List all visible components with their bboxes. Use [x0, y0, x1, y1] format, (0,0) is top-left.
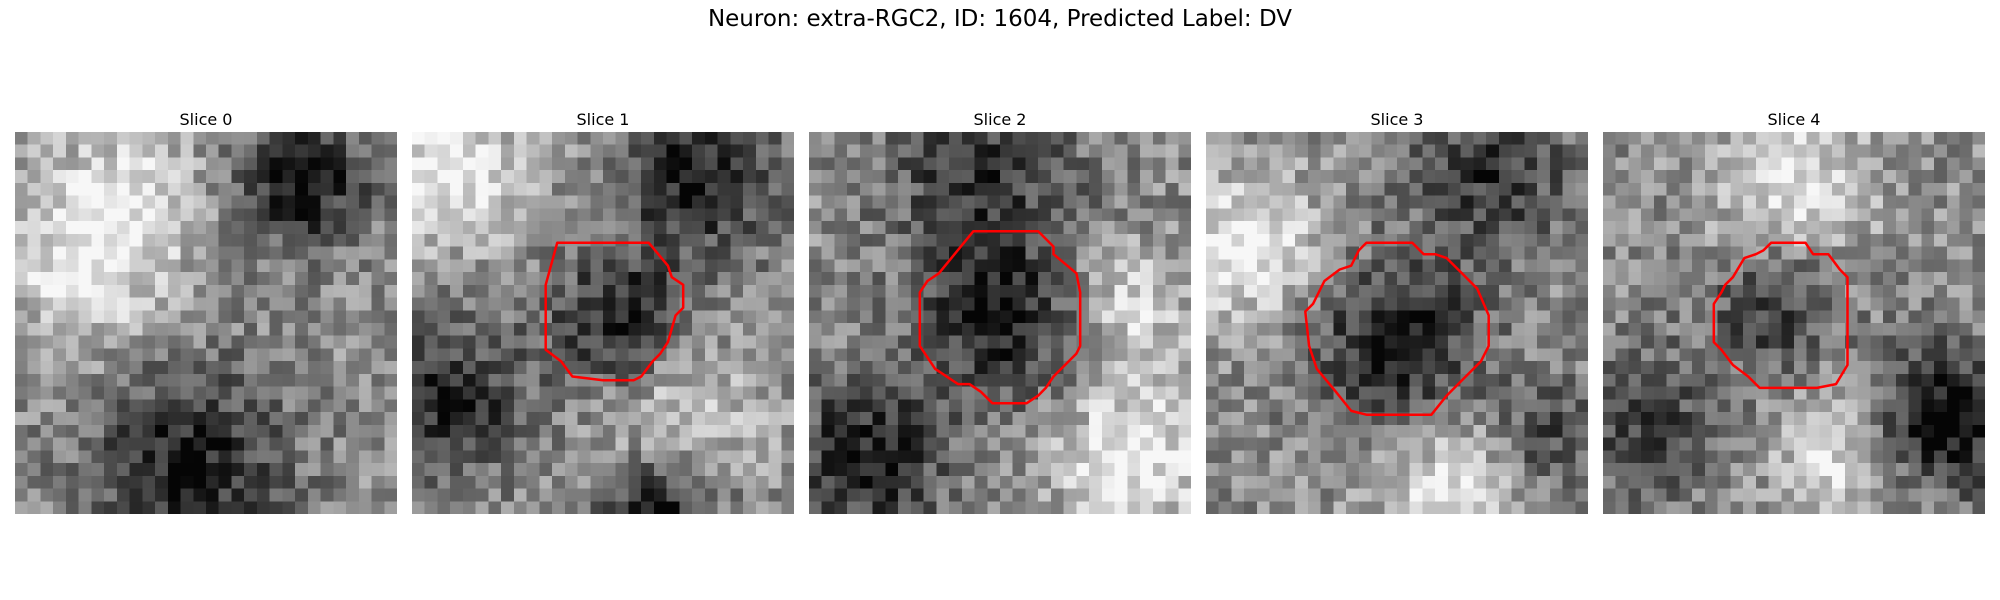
- grayscale-pixels: [809, 132, 1191, 514]
- grayscale-pixels: [15, 132, 397, 514]
- slice-panel: Slice 4: [1603, 108, 1985, 514]
- slice-image: [412, 132, 794, 514]
- slice-title: Slice 3: [1370, 110, 1424, 129]
- figure-title: Neuron: extra-RGC2, ID: 1604, Predicted …: [707, 6, 1293, 32]
- slice-image: [15, 132, 397, 514]
- neuron-contour: [1304, 241, 1490, 416]
- slice-title: Slice 4: [1767, 110, 1821, 129]
- slice-panel: Slice 3: [1206, 108, 1588, 514]
- slice-image: [1206, 132, 1588, 514]
- neuron-contour: [1712, 241, 1849, 390]
- slice-panel: Slice 2: [809, 108, 1191, 514]
- grayscale-pixels: [1603, 132, 1985, 514]
- grayscale-pixels: [412, 132, 794, 514]
- slice-title: Slice 1: [576, 110, 630, 129]
- grayscale-pixels: [1206, 132, 1588, 514]
- slice-panel: Slice 1: [412, 108, 794, 514]
- slice-title: Slice 2: [973, 110, 1027, 129]
- slice-title: Slice 0: [179, 110, 233, 129]
- neuron-contour: [918, 230, 1082, 405]
- slice-image: [809, 132, 1191, 514]
- slice-panel: Slice 0: [15, 108, 397, 514]
- neuron-contour: [544, 241, 685, 382]
- slice-image: [1603, 132, 1985, 514]
